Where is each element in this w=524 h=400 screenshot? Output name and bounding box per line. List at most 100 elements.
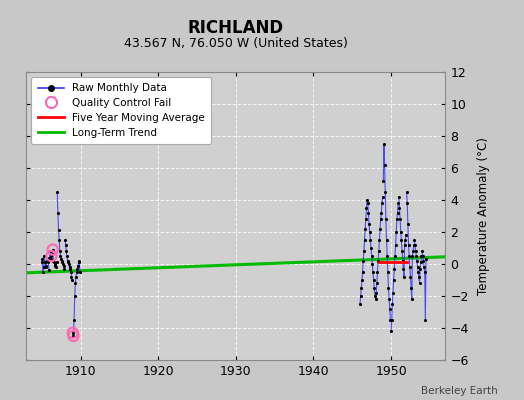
Point xyxy=(402,189,411,195)
Point xyxy=(366,229,374,235)
Point xyxy=(56,253,64,259)
Point xyxy=(356,301,364,307)
Point xyxy=(419,258,428,264)
Point xyxy=(64,261,73,267)
Point xyxy=(370,293,379,299)
Point xyxy=(48,251,56,258)
Point xyxy=(364,210,373,216)
Point xyxy=(398,248,406,254)
Point xyxy=(409,248,417,254)
Point xyxy=(70,317,78,323)
Point xyxy=(46,248,54,254)
Point xyxy=(75,269,84,275)
Point xyxy=(417,253,425,259)
Point xyxy=(400,242,409,248)
Point xyxy=(363,197,372,203)
Point xyxy=(55,237,63,243)
Point xyxy=(400,274,408,280)
Point xyxy=(411,242,419,248)
Point xyxy=(378,200,386,206)
Point xyxy=(397,237,406,243)
Point xyxy=(377,216,385,222)
Point xyxy=(361,237,369,243)
Legend: Raw Monthly Data, Quality Control Fail, Five Year Moving Average, Long-Term Tren: Raw Monthly Data, Quality Control Fail, … xyxy=(31,77,211,144)
Point xyxy=(64,259,72,266)
Point xyxy=(399,258,407,264)
Point xyxy=(61,237,69,243)
Point xyxy=(75,258,83,264)
Point xyxy=(411,248,420,254)
Point xyxy=(375,248,383,254)
Point xyxy=(419,253,427,259)
Point xyxy=(367,253,376,259)
Point xyxy=(52,259,61,266)
Y-axis label: Temperature Anomaly (°C): Temperature Anomaly (°C) xyxy=(477,137,490,295)
Point xyxy=(381,189,389,195)
Point xyxy=(399,266,408,272)
Point xyxy=(359,258,367,264)
Point xyxy=(56,248,64,254)
Point xyxy=(412,253,420,259)
Point xyxy=(405,253,413,259)
Point xyxy=(395,194,403,200)
Point xyxy=(383,237,391,243)
Point xyxy=(373,280,381,286)
Point xyxy=(369,269,377,275)
Point xyxy=(45,254,53,261)
Point xyxy=(53,210,62,216)
Point xyxy=(384,269,392,275)
Point xyxy=(49,258,58,264)
Point xyxy=(420,264,428,270)
Point xyxy=(364,200,372,206)
Point xyxy=(41,259,49,266)
Point xyxy=(394,210,402,216)
Point xyxy=(45,267,53,274)
Point xyxy=(386,317,395,323)
Point xyxy=(71,293,79,299)
Point xyxy=(47,253,56,259)
Point xyxy=(420,269,429,275)
Point xyxy=(389,277,398,283)
Point xyxy=(50,259,58,266)
Point xyxy=(58,258,66,264)
Point xyxy=(366,237,375,243)
Point xyxy=(376,226,384,232)
Point xyxy=(416,280,424,286)
Point xyxy=(69,330,77,336)
Point xyxy=(375,237,384,243)
Point xyxy=(368,261,376,267)
Point xyxy=(410,237,419,243)
Point xyxy=(38,259,47,266)
Point xyxy=(356,293,365,299)
Point xyxy=(379,178,387,184)
Point xyxy=(50,261,59,267)
Point xyxy=(74,262,82,269)
Point xyxy=(367,245,375,251)
Point xyxy=(44,256,52,262)
Point xyxy=(372,296,380,302)
Point xyxy=(406,274,414,280)
Point xyxy=(362,216,370,222)
Point xyxy=(391,242,400,248)
Point xyxy=(416,266,424,272)
Point xyxy=(408,253,417,259)
Point xyxy=(391,253,399,259)
Point xyxy=(42,262,50,269)
Point xyxy=(380,141,388,147)
Point xyxy=(421,317,430,323)
Point xyxy=(63,258,72,264)
Point xyxy=(388,301,397,307)
Point xyxy=(73,266,82,272)
Point xyxy=(414,274,423,280)
Point xyxy=(383,253,391,259)
Point xyxy=(60,262,68,269)
Point xyxy=(66,266,74,272)
Point xyxy=(387,328,395,334)
Point xyxy=(58,259,67,266)
Point xyxy=(74,259,83,266)
Point xyxy=(401,237,409,243)
Point xyxy=(384,285,392,291)
Point xyxy=(417,259,425,266)
Point xyxy=(67,274,75,280)
Point xyxy=(396,216,405,222)
